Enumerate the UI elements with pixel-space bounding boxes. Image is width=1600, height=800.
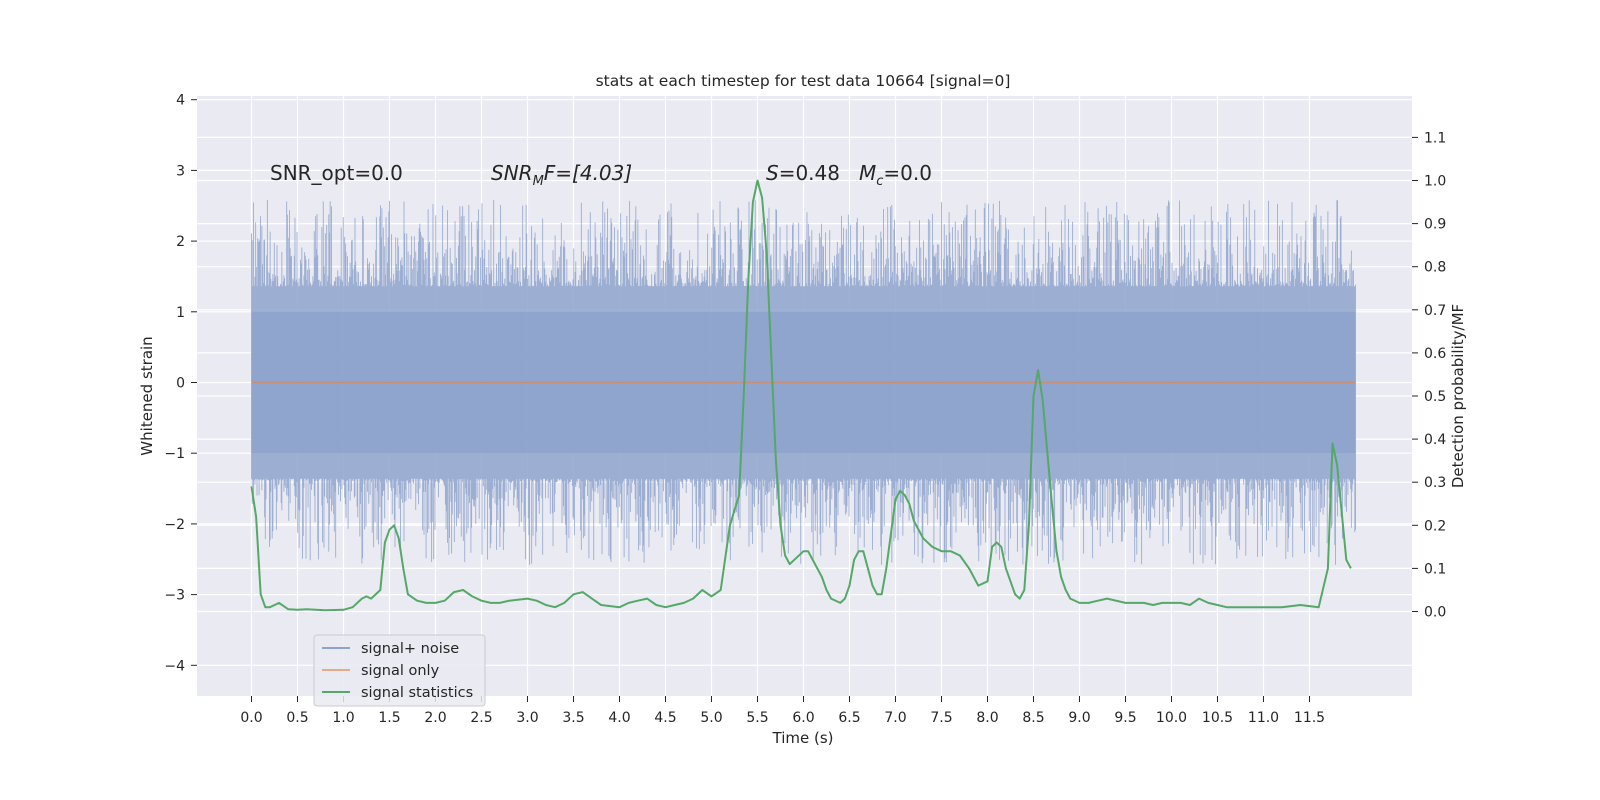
legend-label-signal-plus-noise: signal+ noise (361, 641, 459, 657)
y-tick-label: 4 (176, 93, 185, 109)
x-tick-label: 8.5 (1022, 710, 1044, 726)
x-tick-label: 6.0 (792, 710, 814, 726)
y-right-tick-label: 0.5 (1424, 389, 1446, 405)
y-tick-label: −4 (164, 658, 185, 674)
legend-label-signal-statistics: signal statistics (361, 685, 473, 701)
x-tick-label: 0.0 (240, 710, 262, 726)
y-right-tick-label: 0.4 (1424, 432, 1446, 448)
x-tick-label: 5.0 (700, 710, 722, 726)
y-axis-label: Whitened strain (138, 336, 156, 455)
x-tick-label: 2.5 (470, 710, 492, 726)
y-tick-label: 0 (176, 376, 185, 392)
y-right-tick-label: 0.8 (1424, 260, 1446, 276)
y-tick-label: 2 (176, 234, 185, 250)
x-tick-label: 3.5 (562, 710, 584, 726)
x-tick-label: 10.5 (1202, 710, 1233, 726)
x-tick-label: 7.0 (884, 710, 906, 726)
data-lines (250, 179, 1356, 612)
x-tick-label: 0.5 (286, 710, 308, 726)
x-tick-label: 11.5 (1294, 710, 1325, 726)
annotation-snr-opt: SNR_opt=0.0 (270, 161, 403, 185)
legend-label-signal-only: signal only (361, 663, 440, 679)
x-tick-label: 2.0 (424, 710, 446, 726)
y-tick-label: −3 (164, 588, 185, 604)
x-axis-label: Time (s) (772, 729, 834, 747)
x-tick-label: 1.5 (378, 710, 400, 726)
x-tick-label: 6.5 (838, 710, 860, 726)
x-tick-label: 11.0 (1248, 710, 1279, 726)
y-tick-label: −1 (164, 446, 185, 462)
y-right-tick-label: 0.2 (1424, 518, 1446, 534)
signal-statistics-line (250, 179, 1352, 612)
x-tick-label: 10.0 (1156, 710, 1187, 726)
y-right-tick-label: 0.1 (1424, 561, 1446, 577)
annotation-snr-mf: SNRMF=[4.03] (491, 161, 632, 189)
y-right-tick-label: 0.0 (1424, 605, 1446, 621)
x-tick-label: 5.5 (746, 710, 768, 726)
x-tick-label: 7.5 (930, 710, 952, 726)
y-right-tick-label: 0.3 (1424, 475, 1446, 491)
legend: signal+ noise signal only signal statist… (313, 634, 486, 707)
chart-title: stats at each timestep for test data 106… (596, 72, 1011, 90)
legend-box (313, 634, 486, 707)
y-right-tick-label: 0.6 (1424, 346, 1446, 362)
x-tick-label: 4.5 (654, 710, 676, 726)
y-right-axis-label: Detection probability/MF (1449, 304, 1467, 488)
y-tick-label: −2 (164, 517, 185, 533)
x-tick-label: 9.0 (1068, 710, 1090, 726)
annotation-s: S=0.48 (766, 161, 840, 185)
x-tick-label: 1.0 (332, 710, 354, 726)
y-right-tick-label: 0.7 (1424, 303, 1446, 319)
x-tick-label: 3.0 (516, 710, 538, 726)
x-tick-label: 4.0 (608, 710, 630, 726)
y-right-tick-label: 0.9 (1424, 217, 1446, 233)
y-tick-label: 3 (176, 163, 185, 179)
y-right-tick-label: 1.0 (1424, 174, 1446, 190)
y-right-tick-label: 1.1 (1424, 130, 1446, 146)
x-tick-label: 8.0 (976, 710, 998, 726)
x-tick-label: 9.5 (1114, 710, 1136, 726)
y-tick-label: 1 (176, 305, 185, 321)
ticks: 0.0 0.5 1.0 1.5 2.0 2.5 3.0 3.5 4.0 4.5 5.0 5.5 6.0 6… (164, 93, 1446, 726)
annotation-mc: Mc=0.0 (859, 161, 932, 189)
